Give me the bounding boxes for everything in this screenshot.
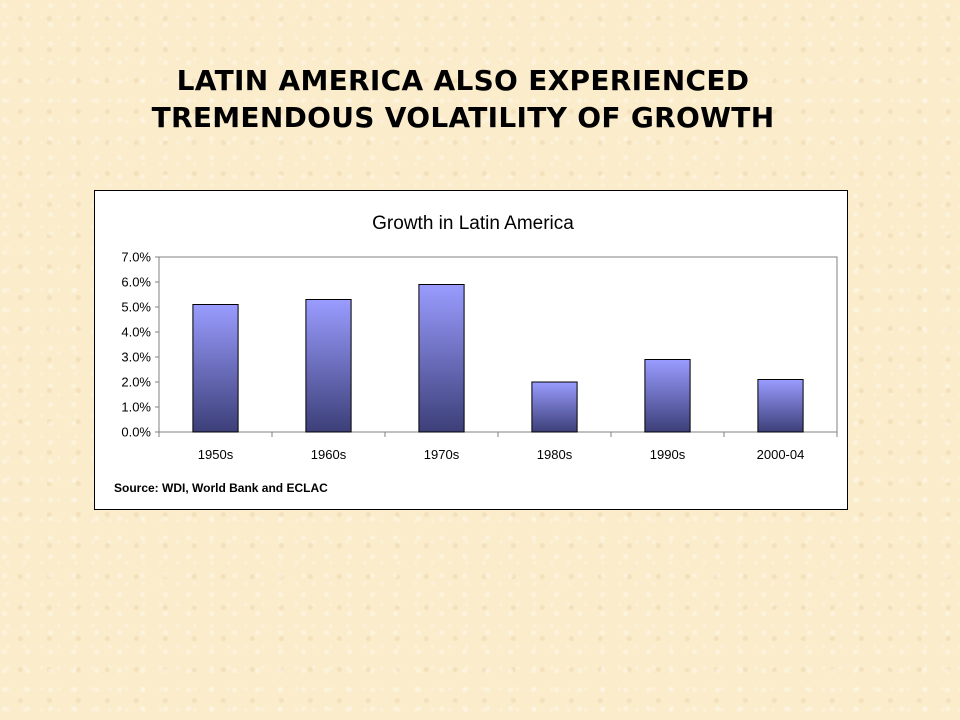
x-tick-label: 1970s	[424, 447, 460, 462]
plot-area	[158, 256, 838, 433]
bar-1970s	[418, 284, 465, 433]
bar-1950s	[192, 304, 239, 433]
x-tick-label: 1990s	[650, 447, 686, 462]
bar-1980s	[531, 381, 578, 433]
y-tick-label: 5.0%	[121, 300, 151, 315]
y-axis: 0.0% 1.0% 2.0% 3.0% 4.0% 5.0% 6.0% 7.0%	[121, 250, 159, 440]
x-axis: 1950s 1960s 1970s 1980s 1990s 2000-04	[158, 432, 838, 462]
slide-title-line-1: LATIN AMERICA ALSO EXPERIENCED	[176, 64, 750, 97]
y-tick-label: 4.0%	[121, 325, 151, 340]
bars	[192, 284, 804, 433]
chart-frame: Growth in Latin America 0.0% 1.0% 2.0% 3.0%…	[94, 190, 848, 510]
x-tick-label: 1960s	[311, 447, 347, 462]
x-tick-label: 2000-04	[757, 447, 805, 462]
y-tick-label: 6.0%	[121, 275, 151, 290]
bar-chart: Growth in Latin America 0.0% 1.0% 2.0% 3.0%…	[114, 213, 838, 495]
bar-1960s	[305, 299, 352, 433]
bar-2000-04	[757, 379, 804, 433]
x-tick-label: 1950s	[198, 447, 234, 462]
source-note: Source: WDI, World Bank and ECLAC	[114, 481, 328, 495]
slide-title: LATIN AMERICA ALSO EXPERIENCED TREMENDOU…	[0, 62, 926, 136]
bar-1990s	[644, 359, 691, 433]
y-tick-label: 0.0%	[121, 425, 151, 440]
y-tick-label: 2.0%	[121, 375, 151, 390]
chart-title: Growth in Latin America	[372, 213, 574, 234]
y-tick-label: 3.0%	[121, 350, 151, 365]
y-tick-label: 7.0%	[121, 250, 151, 265]
slide-title-line-2: TREMENDOUS VOLATILITY OF GROWTH	[151, 101, 775, 134]
x-tick-label: 1980s	[537, 447, 573, 462]
y-tick-label: 1.0%	[121, 400, 151, 415]
